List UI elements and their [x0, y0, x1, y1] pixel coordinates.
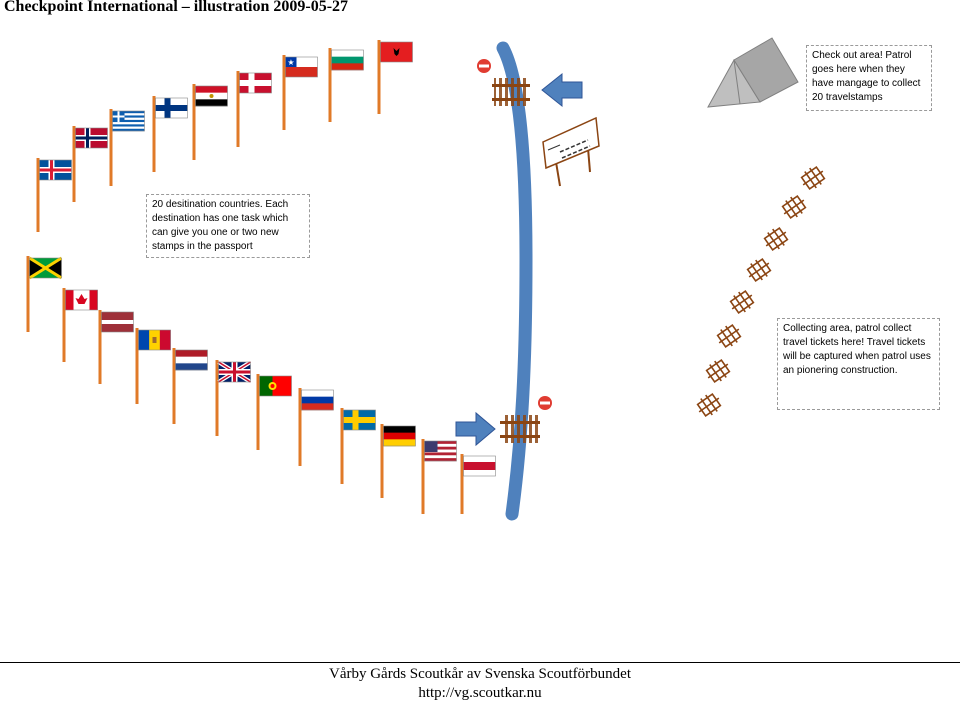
flag-pole: [380, 424, 384, 498]
moldova-flag: [135, 328, 171, 404]
united-kingdom-flag: [215, 360, 252, 436]
ladder-trestle-icon: [729, 289, 755, 315]
page-title: Checkpoint International – illustration …: [4, 0, 349, 15]
flag-pole: [236, 71, 240, 147]
no-entry-sign-icon: [538, 396, 552, 410]
finland-flag: [152, 96, 188, 172]
no-entry-sign-icon: [477, 59, 491, 73]
railway-crossing-icon: [492, 78, 530, 106]
blue-arrow-icon: [455, 411, 496, 447]
svg-text:★: ★: [287, 58, 294, 67]
flag-pole: [377, 40, 381, 114]
bulgaria-flag: [328, 48, 364, 122]
germany-flag: [380, 424, 416, 498]
flag-pole: [460, 454, 464, 514]
canada-flag: [62, 288, 98, 362]
ladder-trestle-icon: [705, 358, 731, 384]
railway-crossing-icon: [500, 415, 540, 443]
sign-board-icon: [542, 116, 600, 187]
collecting-note: Collecting area, patrol collect travel t…: [777, 318, 940, 410]
portugal-flag: [256, 374, 292, 450]
flag-pole: [135, 328, 139, 404]
ladder-trestle-icon: [763, 226, 789, 252]
flag-pole: [328, 48, 332, 122]
denmark-flag: [236, 71, 272, 147]
blue-arrow-icon: [541, 72, 583, 108]
flag-pole: [109, 109, 113, 186]
flag-pole: [152, 96, 156, 172]
flag-pole: [72, 126, 76, 202]
ladder-trestle-icon: [746, 257, 772, 283]
usa-flag: [421, 439, 457, 514]
egypt-flag: [192, 84, 228, 160]
jamaica-flag: [26, 256, 63, 332]
iceland-flag: [36, 158, 72, 232]
ladder-trestle-icon: [781, 194, 807, 220]
footer-divider: [0, 662, 960, 663]
sweden-flag: [340, 408, 376, 484]
flag-pole: [26, 256, 30, 332]
ladder-trestle-icon: [696, 392, 722, 418]
ladder-trestle-icon: [716, 323, 742, 349]
footer-url: http://vg.scoutkar.nu: [418, 685, 542, 701]
checkout-note: Check out area! Patrol goes here when th…: [806, 45, 932, 111]
netherlands-flag: [172, 348, 208, 424]
tent-icon: [707, 37, 799, 108]
ladder-trestle-icon: [800, 165, 826, 191]
flag-pole: [282, 55, 286, 130]
flag-pole: [192, 84, 196, 160]
river-path: [496, 41, 533, 521]
norway-flag: [72, 126, 108, 202]
russia-flag: [298, 388, 334, 466]
flag-pole: [172, 348, 176, 424]
red-white-flag-flag: [460, 454, 496, 514]
footer-org: Vårby Gårds Scoutkår av Svenska Scoutför…: [328, 666, 631, 682]
latvia-flag: [98, 310, 134, 384]
flag-pole: [298, 388, 302, 466]
flag-pole: [98, 310, 102, 384]
flag-pole: [36, 158, 40, 232]
chile-flag: ★: [282, 55, 318, 130]
flag-pole: [62, 288, 66, 362]
flag-pole: [256, 374, 260, 450]
greece-flag: [109, 109, 145, 186]
flag-pole: [421, 439, 425, 514]
destinations-note: 20 desitination countries. Each destinat…: [146, 194, 310, 258]
flag-pole: [340, 408, 344, 484]
flag-pole: [215, 360, 219, 436]
albania-flag: [377, 40, 413, 114]
